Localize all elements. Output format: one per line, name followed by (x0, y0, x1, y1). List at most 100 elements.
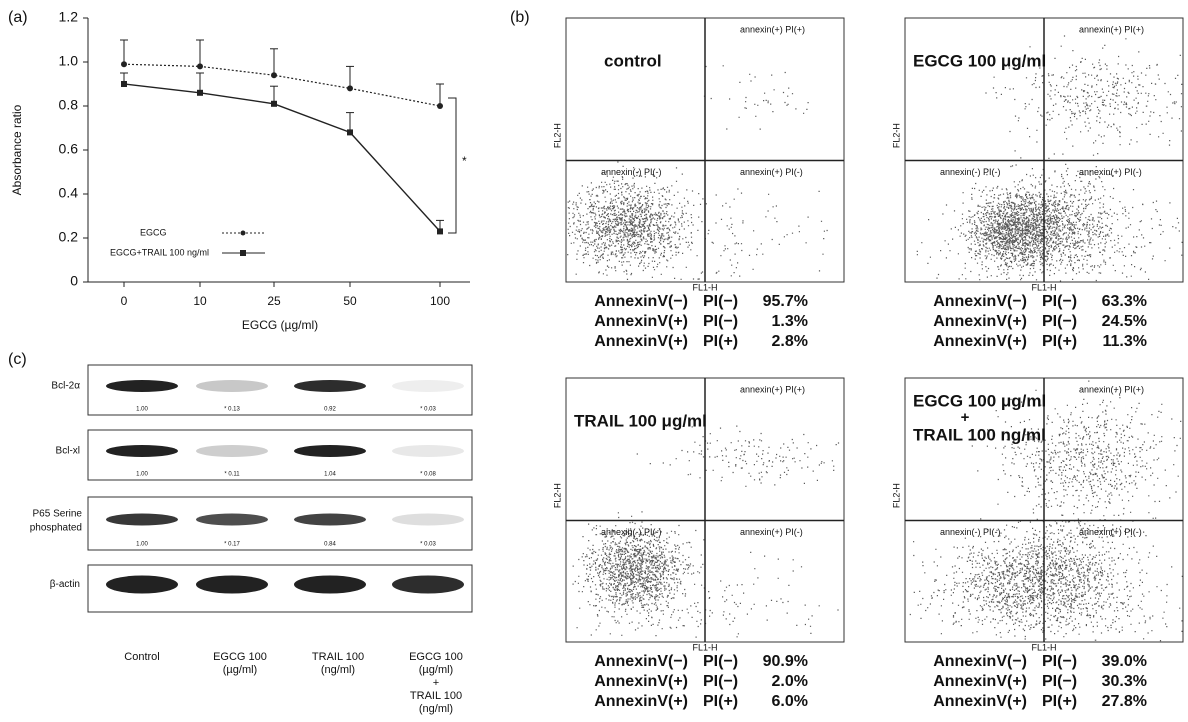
stat-annexin: AnnexinV(+) (933, 673, 1027, 690)
stat-annexin: AnnexinV(+) (933, 333, 1027, 350)
point (121, 81, 127, 87)
blot-band (294, 513, 366, 526)
stat-annexin: AnnexinV(+) (933, 313, 1027, 330)
stat-percent: 30.3% (1102, 673, 1147, 690)
series-line (123, 83, 441, 232)
row-label: P65 Serine phosphated (30, 508, 83, 533)
column-label: EGCG 100 (213, 651, 267, 663)
point (121, 61, 127, 68)
blot-band (196, 445, 268, 457)
point (437, 228, 443, 235)
blot-band (392, 380, 464, 392)
point (347, 129, 353, 136)
panel-label: (c) (8, 351, 27, 368)
blot-band (106, 380, 178, 392)
point (437, 103, 443, 109)
stat-pi: PI(−) (1042, 293, 1077, 310)
stat-percent: 11.3% (1103, 333, 1147, 350)
quadrant-label: annexin(-) PI(-) (601, 167, 662, 177)
point (197, 89, 203, 96)
quadrant-label: annexin(+) PI(-) (1079, 167, 1142, 177)
blot-band (106, 513, 178, 526)
axis-label: FL2-H (552, 123, 562, 148)
band-quant: * 0.08 (420, 472, 436, 478)
band-quant: 1.00 (136, 472, 148, 478)
x-axis-label: EGCG (µg/ml) (242, 318, 318, 332)
column-label: TRAIL 100 (410, 690, 462, 702)
blot-band (294, 445, 366, 457)
plot-label: EGCG 100 μg/ml (913, 391, 1046, 410)
column-label: EGCG 100 (409, 651, 463, 663)
axis-label: FL1-H (1031, 282, 1056, 292)
band-quant: 0.84 (324, 542, 336, 548)
annotation: * (462, 154, 467, 168)
band-quant: 1.00 (136, 407, 148, 413)
stat-annexin: AnnexinV(+) (594, 693, 688, 710)
x-tick-label: 0 (121, 294, 128, 308)
stat-percent: 24.5% (1102, 313, 1147, 330)
quadrant-label: annexin(+) PI(+) (1079, 24, 1144, 34)
column-label: Control (124, 651, 159, 663)
stat-pi: PI(−) (1042, 673, 1077, 690)
cell-dots (572, 425, 840, 638)
band-quant: * 0.03 (420, 407, 436, 413)
axis-label: FL1-H (1031, 642, 1056, 652)
x-tick-label: 50 (343, 294, 357, 308)
stat-percent: 2.8% (772, 333, 808, 350)
row-label: Bcl-2α (51, 381, 80, 392)
plot-label: TRAIL 100 ng/ml (913, 425, 1046, 444)
quadrant-label: annexin(+) PI(+) (1079, 384, 1144, 394)
y-tick-label: 1.0 (59, 53, 79, 69)
panel-label: (a) (8, 9, 28, 26)
plot-label: EGCG 100 μg/ml (913, 51, 1046, 70)
stat-pi: PI(−) (703, 673, 738, 690)
x-tick-label: 25 (267, 294, 281, 308)
quadrant-label: annexin(+) PI(-) (740, 167, 803, 177)
column-label: TRAIL 100 (312, 651, 364, 663)
axis-label: FL1-H (692, 642, 717, 652)
column-label: (µg/ml) (419, 664, 453, 676)
plot-label: + (961, 409, 970, 426)
stat-percent: 90.9% (763, 653, 808, 670)
axis-label: FL2-H (552, 483, 562, 508)
row-label: Bcl-xl (56, 446, 80, 457)
y-tick-label: 1.2 (59, 9, 79, 25)
band-quant: * 0.03 (420, 542, 436, 548)
stat-annexin: AnnexinV(−) (594, 293, 688, 310)
flow-plot: annexin(-) PI(-) annexin(+) PI(-) annexin(… (891, 17, 1184, 292)
stat-annexin: AnnexinV(−) (933, 293, 1027, 310)
blot-band (392, 445, 464, 457)
stat-percent: 27.8% (1102, 693, 1147, 710)
blot-band (106, 445, 178, 457)
stat-annexin: AnnexinV(+) (594, 313, 688, 330)
band-quant: * 0.13 (224, 407, 240, 413)
legend-marker (240, 230, 246, 236)
stat-pi: PI(+) (703, 693, 738, 710)
stat-annexin: AnnexinV(+) (594, 333, 688, 350)
blot-band (196, 513, 268, 526)
plot-label: control (604, 51, 662, 70)
point (197, 63, 203, 70)
panel-label: (b) (510, 9, 530, 26)
stat-annexin: AnnexinV(+) (933, 693, 1027, 710)
blot-band (294, 575, 366, 594)
flow-plot: annexin(-) PI(-) annexin(+) PI(-) annexin(… (552, 17, 845, 292)
quadrant-label: annexin(+) PI(-) (1079, 527, 1142, 537)
stat-annexin: AnnexinV(+) (594, 673, 688, 690)
series-line (123, 63, 441, 107)
stat-pi: PI(−) (703, 313, 738, 330)
quadrant-label: annexin(-) PI(-) (940, 527, 1001, 537)
blot-band (392, 513, 464, 526)
y-tick-label: 0.6 (59, 141, 79, 157)
flow-plot: annexin(-) PI(-) annexin(+) PI(-) annexin(… (552, 377, 845, 652)
stat-percent: 95.7% (763, 293, 808, 310)
legend-label: EGCG+TRAIL 100 ng/ml (110, 247, 209, 257)
stat-annexin: AnnexinV(−) (933, 653, 1027, 670)
blot-band (294, 380, 366, 392)
stat-percent: 6.0% (772, 693, 808, 710)
blot-band (196, 380, 268, 392)
stat-pi: PI(−) (1042, 653, 1077, 670)
quadrant-label: annexin(+) PI(-) (740, 527, 803, 537)
y-tick-label: 0.8 (59, 97, 79, 113)
point (347, 85, 353, 92)
